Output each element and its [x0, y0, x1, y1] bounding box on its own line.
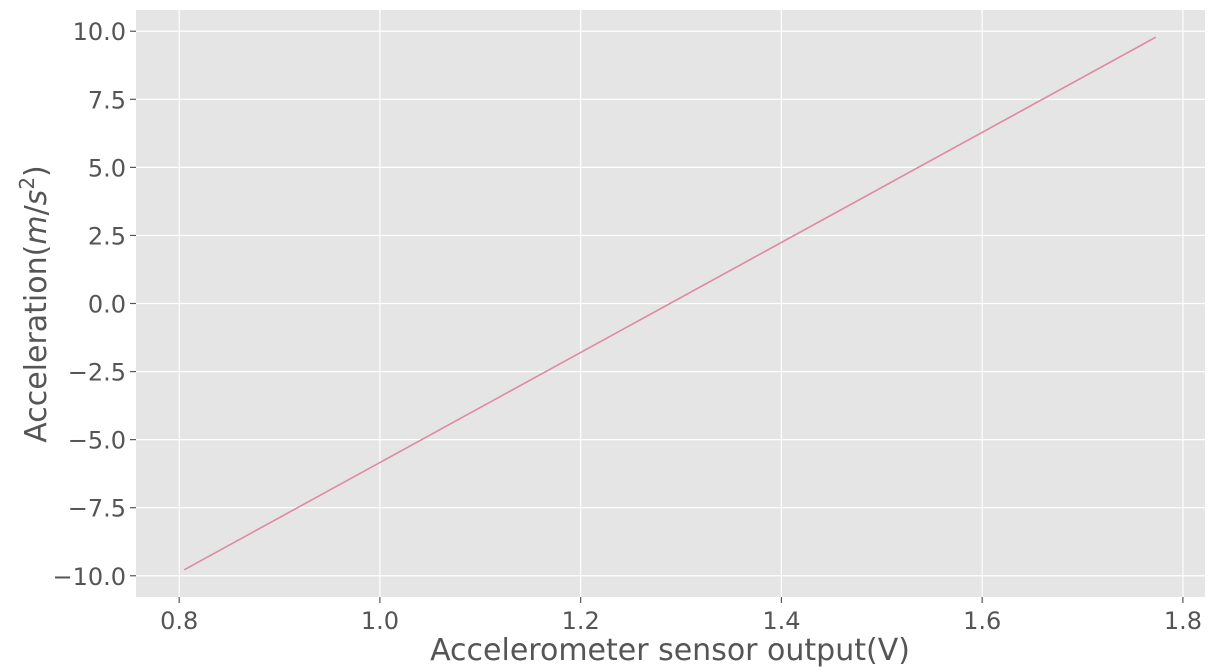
y-label-var-s: s [19, 190, 54, 206]
x-tick-label: 1.0 [361, 607, 399, 635]
y-label-var-m: m [19, 215, 54, 244]
x-tick-label: 1.6 [963, 607, 1001, 635]
y-label-suffix: ) [19, 165, 54, 177]
y-tick-label: −2.5 [68, 359, 126, 387]
y-tick-label: 7.5 [88, 86, 126, 114]
y-axis-ticks: 10.0 7.5 5.0 2.5 0.0 −2.5 −5.0 −7.5 −10.0 [52, 18, 136, 591]
x-tick-label: 0.8 [160, 607, 198, 635]
y-label-exponent: 2 [15, 177, 39, 190]
y-tick-label: 10.0 [73, 18, 126, 46]
y-axis-label: Acceleration(m/s2) [15, 165, 54, 443]
x-tick-label: 1.8 [1164, 607, 1202, 635]
y-label-prefix: Acceleration( [19, 245, 54, 443]
y-tick-label: 0.0 [88, 291, 126, 319]
x-axis-label: Accelerometer sensor output(V) [430, 633, 910, 668]
y-label-slash: / [19, 204, 54, 215]
x-axis-ticks: 0.8 1.0 1.2 1.4 1.6 1.8 [160, 597, 1202, 635]
y-tick-label: 5.0 [88, 154, 126, 182]
x-tick-label: 1.2 [562, 607, 600, 635]
y-tick-label: −7.5 [68, 495, 126, 523]
y-tick-label: 2.5 [88, 222, 126, 250]
series-layer [183, 36, 1157, 571]
y-tick-label: −5.0 [68, 427, 126, 455]
x-tick-label: 1.4 [762, 607, 800, 635]
series-line [183, 36, 1157, 571]
y-tick-label: −10.0 [52, 563, 126, 591]
